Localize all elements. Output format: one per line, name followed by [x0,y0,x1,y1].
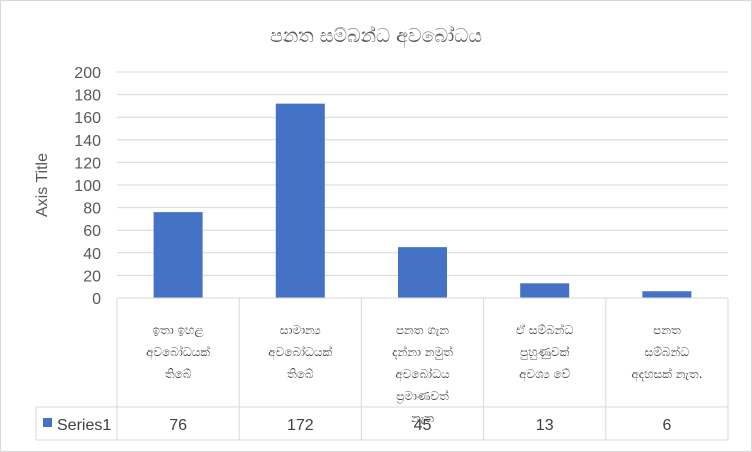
gridlines [117,71,728,276]
category-label-line: ඉතා ඉහළ [153,323,204,338]
category-label-line: අවබෝධයක් [146,345,210,360]
category-label-line: අවබෝධය [395,367,450,382]
category-label-line: තිබේ [287,367,314,381]
y-axis-title: Axis Title [34,153,51,217]
table-value-cell: 45 [414,417,432,434]
category-label: සාමාන්‍ය අවබෝධයක් තිබේ [268,323,332,381]
y-tick-label: 80 [83,201,101,218]
category-label-line: පනත ගැන [396,323,449,337]
y-tick-label: 40 [83,246,101,263]
y-tick-label: 100 [74,178,101,195]
bar [153,212,203,298]
bar [642,291,692,298]
category-label: ඉතා ඉහළ අවබෝධයක් තිබේ [146,323,210,381]
y-tick-label: 60 [83,223,101,240]
category-label-line: අවශ්‍ය වේ [519,367,571,382]
y-tick-label: 20 [83,268,101,285]
bar [398,247,447,298]
category-label: පනත සම්බන්ධ අදහසක් නැත. [631,323,702,382]
bar [520,283,570,298]
category-label-line: අදහසක් නැත. [631,367,702,382]
category-label: ඒ සම්බන්ධ පුහුණුවක් අවශ්‍ය වේ [516,323,573,382]
y-tick-label: 0 [92,291,101,308]
legend-label: Series1 [57,417,111,434]
bars [153,103,692,298]
category-label-line: ප්‍රමාණවත් [396,389,449,404]
category-label-line: නැත [411,411,434,425]
table-value-cell: 6 [662,417,671,434]
category-label-line: පුහුණුවක් [520,345,570,360]
category-label-line: ඒ සම්බන්ධ [516,323,573,337]
y-tick-label: 180 [74,88,101,105]
category-label-line: පනත [653,323,681,337]
data-table: ඉතා ඉහළ අවබෝධයක් තිබේ සාමාන්‍ය අවබෝධයක් තිබේ ප… [35,297,729,441]
y-tick-labels: 0 20 40 60 80 100 120 140 160 180 200 [74,65,101,308]
y-tick-label: 140 [74,133,101,150]
table-value-cell: 13 [536,417,554,434]
legend-key [43,418,52,427]
category-label: පනත ගැන දන්නා නමුත් අවබෝධය ප්‍රමාණවත් නැත [392,323,453,425]
y-tick-label: 160 [74,110,101,127]
category-label-line: සම්බන්ධ [645,345,690,359]
bar [275,103,325,298]
table-value-cell: 76 [169,417,187,434]
chart-title: පනත සම්බන්ධ අවබෝධය [270,25,482,48]
category-label-line: තිබේ [165,367,192,381]
y-tick-label: 200 [74,65,101,82]
category-label-line: සාමාන්‍ය [280,323,321,337]
category-label-line: අවබෝධයක් [268,345,332,360]
category-label-line: දන්නා නමුත් [392,345,453,360]
table-value-cell: 172 [287,417,314,434]
y-tick-label: 120 [74,155,101,172]
